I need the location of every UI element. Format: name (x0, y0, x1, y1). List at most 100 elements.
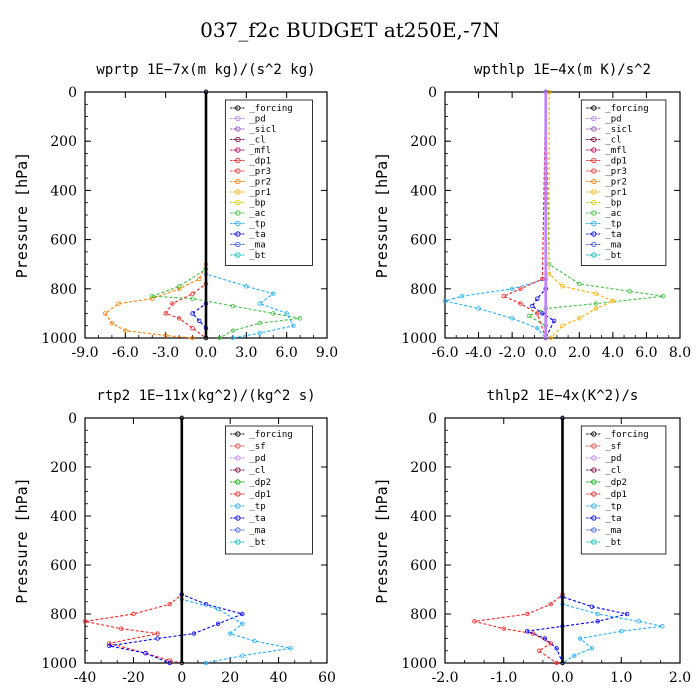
legend-item-label: _dp1 (605, 157, 627, 167)
legend-swatch-marker (235, 431, 241, 437)
series-line-dp1 (502, 91, 547, 339)
legend-item-label: _ta (249, 514, 265, 524)
legend-swatch-marker (591, 479, 597, 485)
data-point (179, 415, 184, 421)
legend-item-label: _ma (605, 241, 621, 251)
legend-item-label: _tp (605, 220, 621, 230)
x-tick-label: 6.0 (276, 345, 298, 361)
data-point (291, 323, 296, 328)
legend-item-label: _cl (605, 466, 621, 476)
data-point (106, 643, 112, 649)
data-point (155, 636, 160, 641)
legend-item-label: _cl (249, 466, 265, 476)
y-tick-label: 200 (50, 460, 77, 476)
x-tick-label: 0.0 (195, 345, 217, 361)
data-point (589, 604, 595, 609)
x-tick-label: -40 (74, 670, 97, 686)
data-point (540, 311, 545, 316)
data-point (106, 641, 112, 646)
legend-swatch-marker (591, 527, 597, 533)
data-point (619, 628, 624, 634)
data-point (230, 328, 236, 333)
data-point (131, 611, 136, 617)
x-tick-label: -2.0 (432, 670, 459, 686)
x-tick-label: -2.0 (499, 345, 526, 361)
data-point (143, 651, 148, 656)
legend-item-label: _pr1 (605, 188, 627, 198)
series-line-dp1 (164, 92, 207, 339)
data-point (509, 316, 515, 321)
data-point (518, 286, 523, 291)
data-point (627, 289, 632, 294)
y-tick-label: 0 (68, 411, 77, 427)
data-point (191, 631, 197, 636)
data-point (150, 296, 155, 301)
y-axis-label: Pressure [hPa] (373, 152, 391, 278)
data-point (546, 271, 552, 277)
data-point (551, 318, 557, 323)
chart-title: rtp2 1E−11x(kg^2)/(kg^2 s) (96, 388, 315, 404)
data-point (548, 602, 553, 607)
data-point (543, 89, 548, 95)
legend-swatch-marker (235, 126, 241, 132)
legend-swatch-marker (591, 467, 597, 473)
legend-item-label: _cl (605, 136, 621, 146)
chart-panel-1: wprtp 1E−7x(m kg)/(s^2 kg) Pressure [hPa]… (13, 62, 338, 361)
data-point (167, 658, 172, 663)
y-tick-label: 0 (428, 411, 437, 427)
data-point (560, 284, 565, 289)
data-point (472, 619, 477, 624)
y-tick-label: 800 (50, 282, 77, 298)
legend-swatch-marker (591, 189, 597, 195)
legend-swatch-marker (591, 491, 597, 497)
series-line-dp1 (474, 418, 564, 664)
data-point (535, 311, 540, 316)
legend-swatch-marker (591, 168, 597, 174)
legend-swatch-marker (591, 147, 597, 153)
data-point (554, 646, 559, 651)
x-tick-label: -6.0 (112, 345, 139, 361)
legend-swatch-marker (235, 189, 241, 195)
data-point (554, 660, 559, 666)
series-line-pr2 (104, 92, 207, 339)
legend-swatch-marker (235, 199, 241, 206)
data-point (257, 321, 262, 326)
data-point (526, 313, 532, 319)
series-line-dp1 (84, 418, 183, 664)
x-tick-label: 0.0 (551, 670, 573, 686)
legend-item-label: _dp2 (605, 478, 627, 488)
x-tick-label: 3.0 (235, 345, 257, 361)
x-tick-label: -3.0 (152, 345, 179, 361)
legend-swatch-marker (235, 115, 241, 122)
data-point (119, 626, 124, 631)
legend-swatch-marker (591, 443, 597, 449)
legend-swatch-marker (235, 515, 241, 521)
legend-item-label: _sf (249, 442, 265, 452)
y-tick-label: 200 (410, 460, 437, 476)
series-line-tp (561, 418, 663, 664)
legend-swatch-marker (235, 168, 241, 174)
y-tick-label: 800 (410, 282, 437, 298)
data-point (252, 638, 257, 644)
y-tick-label: 800 (50, 607, 77, 623)
data-point (190, 335, 195, 341)
legend-swatch-marker (235, 503, 241, 509)
y-tick-label: 600 (50, 233, 77, 249)
data-point (530, 303, 535, 309)
data-point (240, 653, 245, 658)
legend-item-label: _dp1 (605, 490, 627, 500)
legend-swatch-marker (591, 231, 597, 237)
data-point (167, 660, 172, 666)
y-tick-label: 1000 (41, 331, 77, 347)
legend-swatch-marker (235, 479, 241, 485)
data-point (577, 316, 582, 321)
data-point (102, 311, 108, 316)
legend-item-label: _ma (605, 526, 621, 536)
data-point (525, 611, 530, 617)
legend-item-label: _pr2 (605, 178, 627, 188)
data-point (593, 306, 599, 311)
legend-item-label: _sicl (249, 125, 276, 135)
legend-swatch-marker (235, 455, 241, 461)
data-point (518, 301, 523, 306)
legend-swatch-marker (591, 220, 597, 227)
